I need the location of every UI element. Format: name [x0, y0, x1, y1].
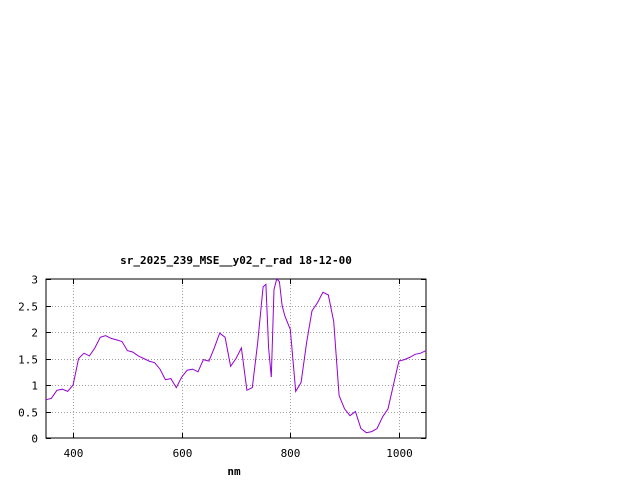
x-tick-label: 600	[173, 447, 193, 460]
x-tick-label: 400	[64, 447, 84, 460]
y-tick-label: 3	[31, 274, 38, 287]
chart-title: sr_2025_239_MSE__y02_r_rad 18-12-00	[120, 254, 352, 267]
y-tick-label: 0	[31, 433, 38, 446]
x-tick-label: 1000	[386, 447, 413, 460]
x-axis-label: nm	[227, 465, 241, 478]
x-tick-labels: 400 600 800 1000	[64, 447, 413, 460]
x-tick-label: 800	[281, 447, 301, 460]
y-tick-label: 2	[31, 327, 38, 340]
plot-frame	[45, 278, 427, 439]
y-tick-label: 0.5	[18, 407, 38, 420]
y-tick-labels: 0 0.5 1 1.5 2 2.5 3	[18, 274, 38, 446]
series-line	[45, 278, 427, 434]
y-tick-label: 1	[31, 380, 38, 393]
grid-lines	[46, 279, 426, 438]
axis-ticks	[46, 279, 426, 439]
y-tick-label: 2.5	[18, 301, 38, 314]
series-group	[45, 278, 427, 434]
y-tick-label: 1.5	[18, 354, 38, 367]
